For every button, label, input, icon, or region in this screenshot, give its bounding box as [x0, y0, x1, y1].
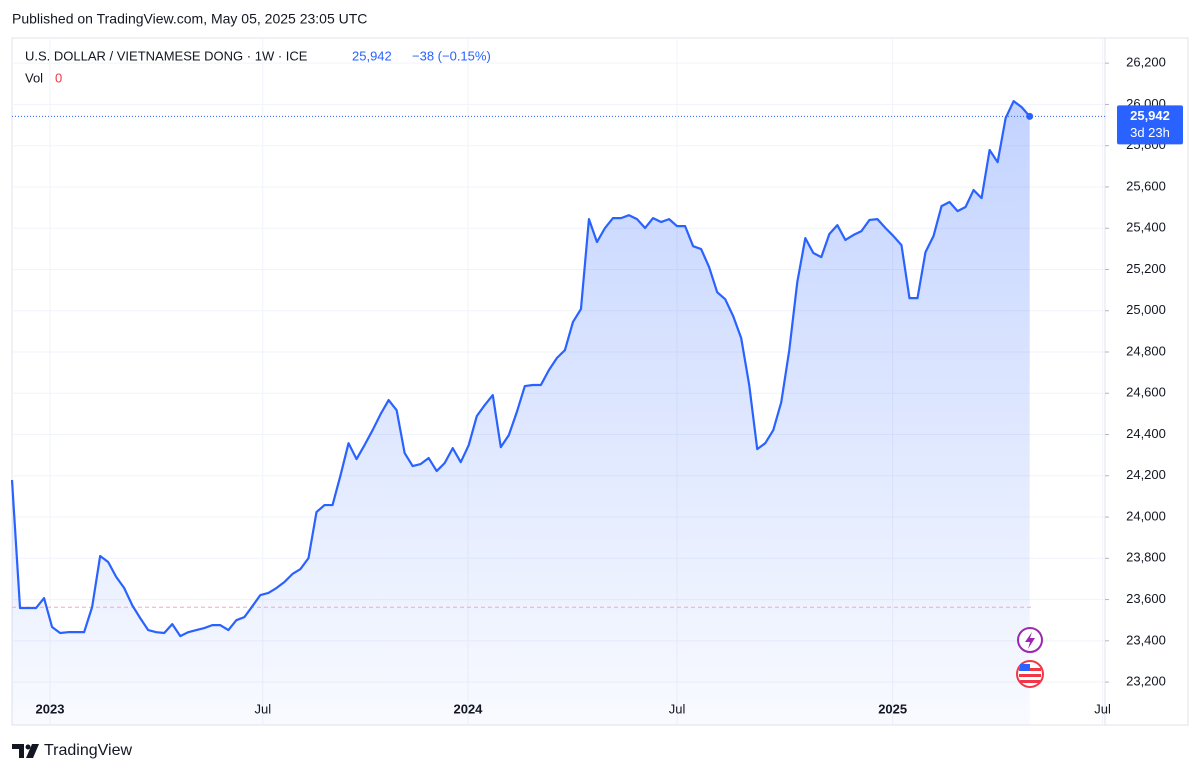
y-tick-label: 24,600	[1126, 385, 1166, 400]
published-note: Published on TradingView.com, May 05, 20…	[12, 11, 367, 27]
y-tick-label: 23,400	[1126, 632, 1166, 647]
y-tick-label: 24,200	[1126, 467, 1166, 482]
flash-icon[interactable]	[1017, 627, 1043, 653]
x-tick-label: Jul	[255, 701, 272, 716]
y-tick-label: 24,400	[1126, 426, 1166, 441]
header-change: −38 (−0.15%)	[412, 48, 491, 63]
chart-title: U.S. DOLLAR / VIETNAMESE DONG · 1W · ICE	[25, 48, 308, 63]
price-line	[10, 100, 1031, 638]
countdown: 3d 23h	[1130, 125, 1170, 140]
y-tick-label: 26,200	[1126, 55, 1166, 70]
area-fill	[12, 101, 1030, 725]
y-tick-label: 25,600	[1126, 178, 1166, 193]
last-point	[1026, 112, 1034, 120]
y-tick-label: 25,000	[1126, 302, 1166, 317]
y-tick-label: 23,600	[1126, 591, 1166, 606]
tradingview-logo	[12, 744, 39, 758]
x-tick-label: 2023	[36, 701, 65, 716]
x-tick-label: Jul	[1094, 701, 1111, 716]
x-tick-label: 2025	[878, 701, 907, 716]
y-tick-label: 23,800	[1126, 550, 1166, 565]
y-tick-label: 24,000	[1126, 508, 1166, 523]
us-flag-icon[interactable]	[1016, 660, 1044, 688]
y-tick-label: 25,400	[1126, 220, 1166, 235]
y-tick-label: 23,200	[1126, 674, 1166, 689]
brand: TradingView	[44, 742, 132, 759]
y-tick-label: 24,800	[1126, 343, 1166, 358]
x-tick-label: Jul	[669, 701, 686, 716]
price-tag	[1117, 105, 1183, 145]
volume-value: 0	[55, 70, 62, 85]
x-tick-label: 2024	[453, 701, 483, 716]
plot	[10, 100, 1105, 725]
y-tick-label: 25,200	[1126, 261, 1166, 276]
volume-label: Vol	[25, 70, 43, 85]
price-tag-label: 25,942	[1130, 108, 1170, 123]
header-price: 25,942	[352, 48, 392, 63]
